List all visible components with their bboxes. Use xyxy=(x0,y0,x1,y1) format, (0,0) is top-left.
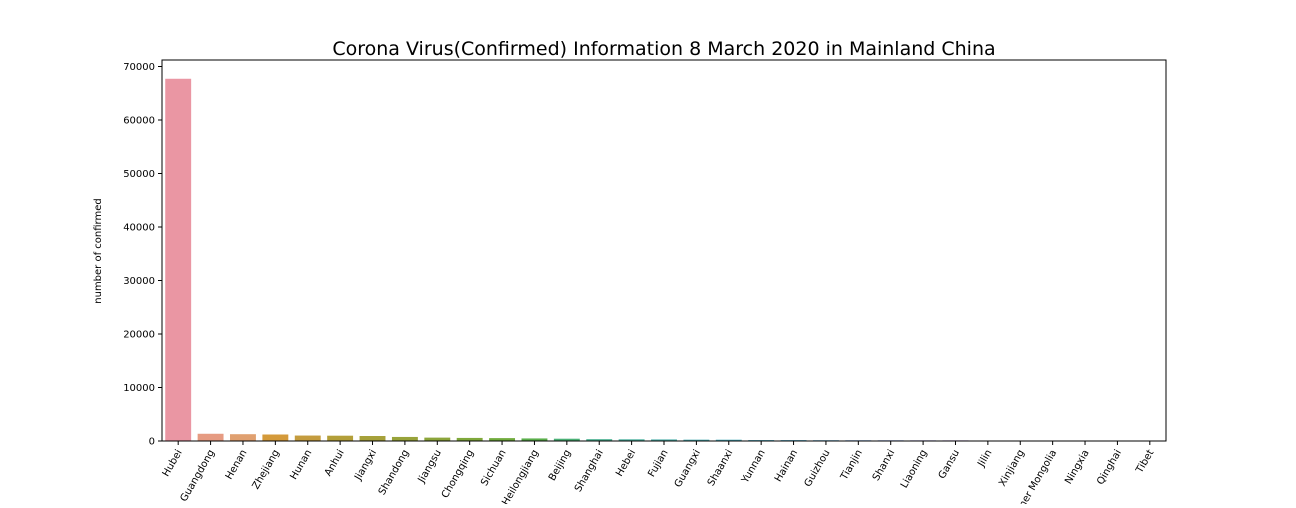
y-tick-label: 70000 xyxy=(123,62,155,73)
bar-guangdong xyxy=(198,434,224,441)
bar-henan xyxy=(230,434,256,441)
x-tick-label: Guangxi xyxy=(673,448,703,490)
bar-hubei xyxy=(165,79,191,441)
x-tick-label: Jiangxi xyxy=(352,448,379,483)
x-tick-label: Fujian xyxy=(646,448,670,479)
x-tick-label: Gansu xyxy=(937,448,962,481)
bar-jiangxi xyxy=(360,436,386,441)
x-tick-label: Hebei xyxy=(614,448,638,479)
y-tick-label: 30000 xyxy=(123,276,155,287)
x-tick-label: Shanxi xyxy=(871,448,897,483)
x-tick-label: Tibet xyxy=(1134,448,1157,476)
x-tick-label: Guangdong xyxy=(179,448,218,504)
x-tick-label: Ningxia xyxy=(1063,448,1091,486)
x-tick-label: Anhui xyxy=(323,448,347,478)
y-tick-label: 0 xyxy=(149,437,155,448)
x-tick-label: Sichuan xyxy=(479,448,508,488)
y-axis-label: number of confirmed xyxy=(93,198,104,303)
x-tick-label: Hubei xyxy=(161,448,185,479)
x-tick-label: Liaoning xyxy=(899,448,930,490)
y-axis-ticks: 0 10000 20000 30000 40000 50000 60000 70000 xyxy=(123,62,162,448)
x-tick-label: Shandong xyxy=(377,448,412,497)
x-tick-label: Shaanxi xyxy=(706,448,736,488)
bar-shandong xyxy=(392,437,418,441)
y-tick-label: 10000 xyxy=(123,383,155,394)
x-tick-label: Jiangsu xyxy=(416,448,444,486)
x-tick-label: Zhejiang xyxy=(251,448,282,491)
chart-title: Corona Virus(Confirmed) Information 8 Ma… xyxy=(332,38,995,60)
x-tick-label: Guizhou xyxy=(803,448,833,489)
x-tick-label: Qinghai xyxy=(1095,448,1124,487)
plot-frame xyxy=(162,60,1166,441)
x-tick-label: Tianjin xyxy=(838,448,865,483)
x-tick-label: Jilin xyxy=(976,448,995,470)
x-tick-label: Henan xyxy=(224,448,250,482)
x-tick-label: Yunnan xyxy=(740,448,768,486)
bar-anhui xyxy=(327,436,353,441)
x-tick-label: Hunan xyxy=(288,448,314,482)
x-tick-label: Hainan xyxy=(773,448,800,484)
x-tick-label: Chongqing xyxy=(440,448,476,500)
y-tick-label: 50000 xyxy=(123,169,155,180)
bar-jiangsu xyxy=(424,438,450,441)
x-tick-label: Shanghai xyxy=(573,448,606,494)
x-tick-label: Beijing xyxy=(547,448,574,483)
y-tick-label: 60000 xyxy=(123,116,155,127)
bars-group xyxy=(165,79,1163,441)
bar-zhejiang xyxy=(262,435,288,442)
y-tick-label: 40000 xyxy=(123,223,155,234)
bar-hunan xyxy=(295,436,321,441)
x-tick-label: Xinjiang xyxy=(997,448,1027,488)
y-tick-label: 20000 xyxy=(123,330,155,341)
